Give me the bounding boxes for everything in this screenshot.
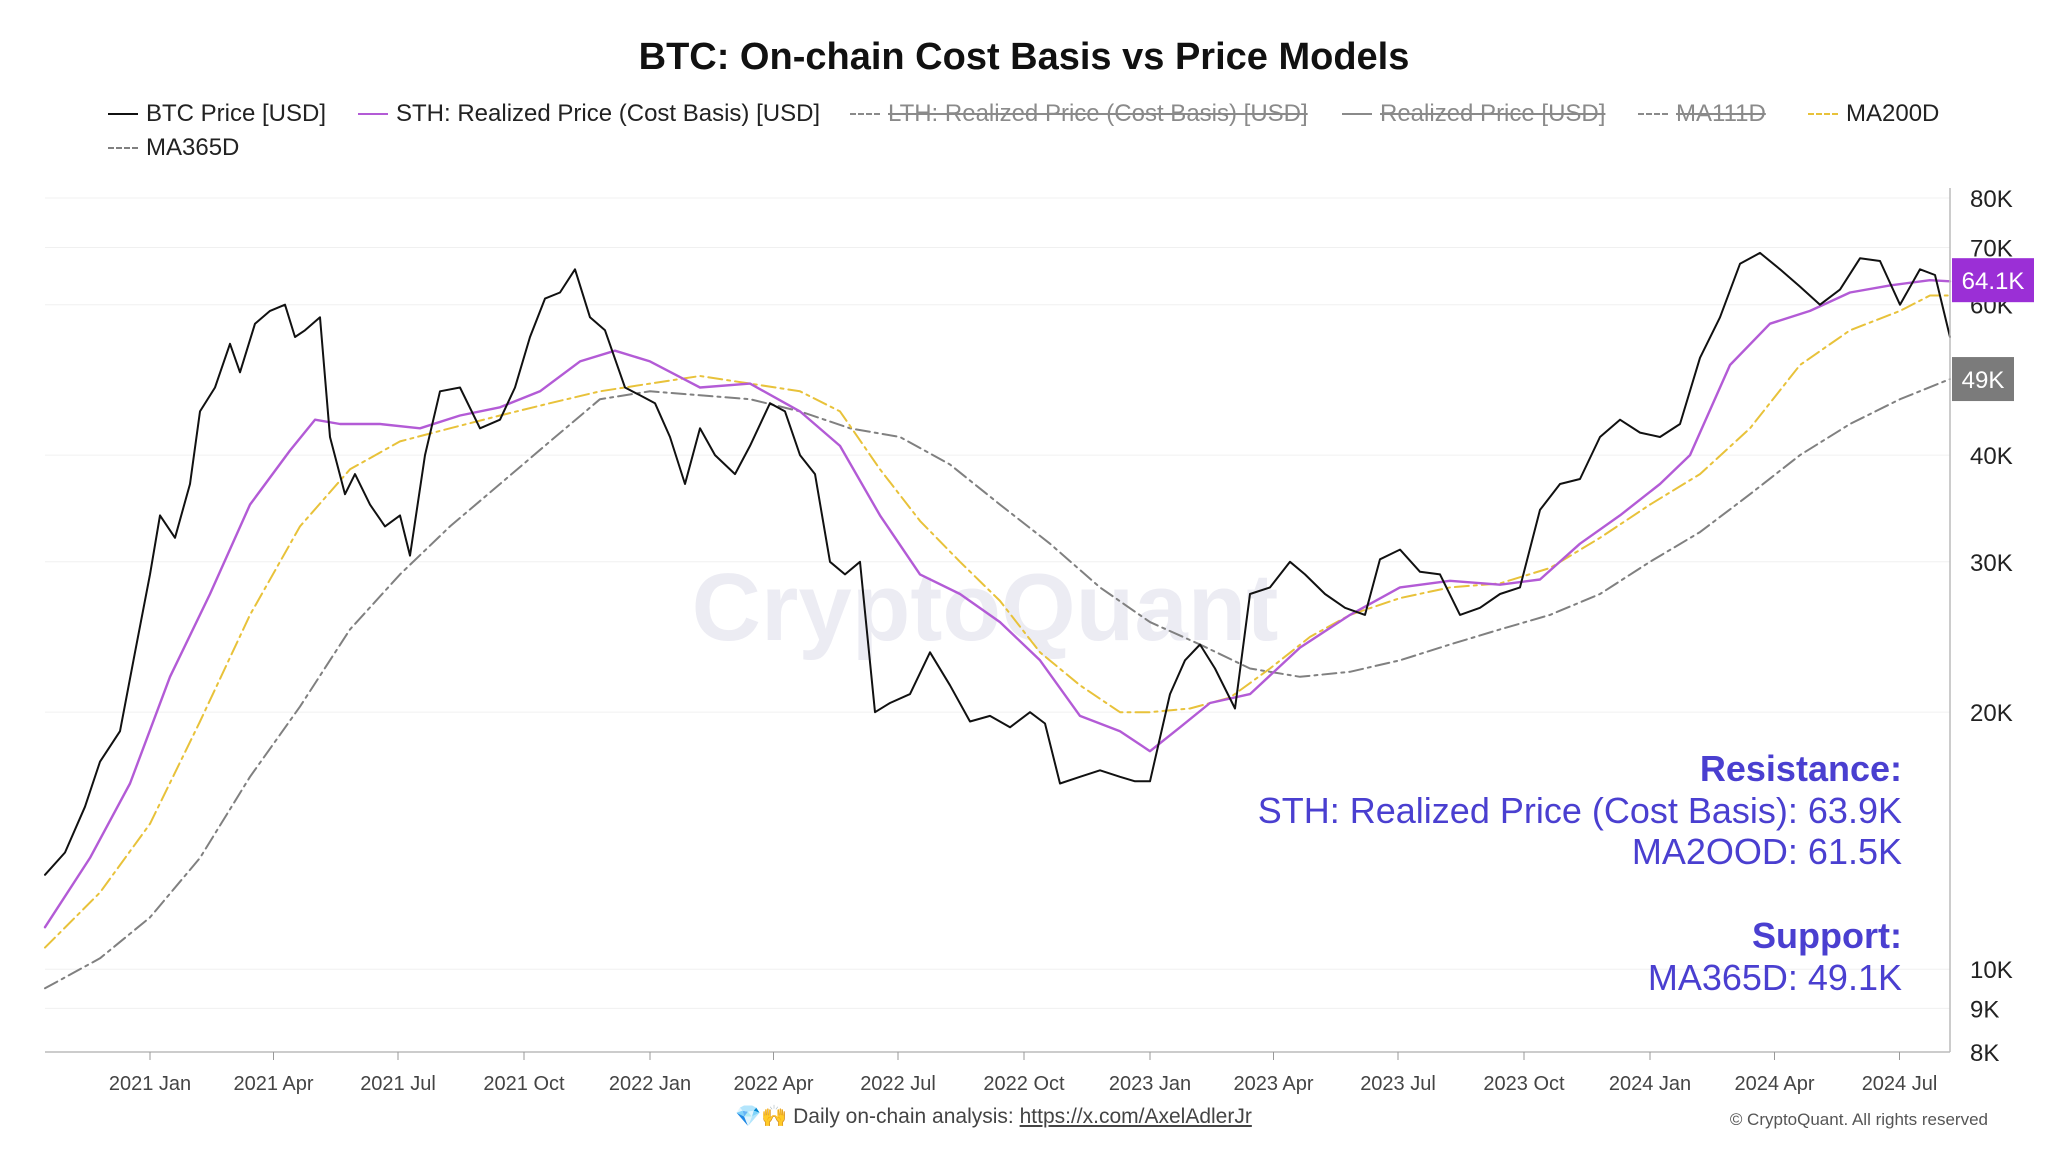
legend-item-sth-realized-price[interactable]: STH: Realized Price (Cost Basis) [USD]	[358, 100, 820, 128]
series-line-sth-realized-price-cost-basis-usd	[43, 279, 1952, 929]
x-tick-label: 2024 Jul	[1862, 1073, 1938, 1095]
legend-swatch	[358, 113, 388, 115]
price-tag-bg	[1952, 258, 2034, 303]
series-line-btc-price-usd	[44, 251, 1951, 876]
series-line-ma200d	[44, 294, 1951, 949]
legend-label: MA111D	[1676, 100, 1766, 127]
legend-swatch	[1808, 113, 1838, 115]
legend-item-realized-price[interactable]: Realized Price [USD]	[1342, 100, 1605, 128]
x-tick-label: 2024 Jan	[1609, 1073, 1691, 1095]
legend-label: BTC Price [USD]	[146, 100, 327, 127]
y-tick-label: 9K	[1970, 996, 1999, 1023]
footer-link[interactable]: https://x.com/AxelAdlerJr	[1019, 1105, 1252, 1128]
price-tag-bg	[1952, 357, 2014, 402]
legend-label: LTH: Realized Price (Cost Basis) [USD]	[888, 100, 1308, 127]
x-tick-label: 2021 Jan	[109, 1073, 191, 1095]
footer-text: Daily on-chain analysis:	[793, 1105, 1014, 1128]
series-line-ma365d	[44, 378, 1951, 990]
legend-swatch	[850, 113, 880, 115]
diamond-hands-icon: 💎🙌	[735, 1105, 788, 1128]
x-tick-label: 2021 Jul	[360, 1073, 436, 1095]
x-tick-label: 2023 Jan	[1109, 1073, 1191, 1095]
copyright: © CryptoQuant. All rights reserved	[1729, 1110, 1988, 1129]
price-tag-label: 64.1K	[1962, 268, 2025, 295]
legend-swatch	[1342, 113, 1372, 115]
legend-swatch	[108, 147, 138, 149]
y-tick-label: 8K	[1970, 1040, 1999, 1067]
legend-item-ma200d[interactable]: MA200D	[1808, 100, 1939, 128]
x-tick-label: 2024 Apr	[1734, 1073, 1814, 1095]
y-tick-label: 10K	[1970, 957, 2013, 984]
x-tick-label: 2021 Oct	[483, 1073, 565, 1095]
legend-label: STH: Realized Price (Cost Basis) [USD]	[396, 100, 821, 127]
chart-title: BTC: On-chain Cost Basis vs Price Models	[638, 36, 1410, 78]
x-tick-label: 2023 Apr	[1233, 1073, 1313, 1095]
y-tick-label: 20K	[1970, 700, 2013, 727]
x-tick-label: 2022 Apr	[733, 1073, 813, 1095]
x-tick-label: 2022 Jan	[609, 1073, 691, 1095]
y-tick-label: 30K	[1970, 550, 2013, 577]
legend-label: MA200D	[1846, 100, 1940, 127]
legend-label: Realized Price [USD]	[1380, 100, 1606, 127]
resistance-sth-label: STH: Realized Price (Cost Basis): 63.9K	[1257, 790, 1902, 831]
y-tick-label: 40K	[1970, 443, 2013, 470]
x-tick-label: 2023 Jul	[1360, 1073, 1436, 1095]
legend-item-ma111d[interactable]: MA111D	[1638, 100, 1766, 128]
resistance-title: Resistance:	[1699, 748, 1902, 789]
footer-note: 💎🙌 Daily on-chain analysis: https://x.co…	[735, 1105, 1252, 1129]
y-tick-label: 70K	[1970, 236, 2013, 263]
legend-item-btc-price[interactable]: BTC Price [USD]	[108, 100, 326, 128]
x-tick-label: 2023 Oct	[1483, 1073, 1565, 1095]
x-tick-label: 2022 Jul	[860, 1073, 936, 1095]
legend-item-ma365d[interactable]: MA365D	[108, 134, 239, 162]
y-tick-label: 80K	[1970, 186, 2013, 213]
support-title: Support:	[1752, 915, 1902, 956]
x-tick-label: 2022 Oct	[983, 1073, 1065, 1095]
legend-label: MA365D	[146, 134, 240, 161]
legend-swatch	[108, 113, 138, 115]
x-tick-label: 2021 Apr	[233, 1073, 313, 1095]
support-ma365d-label: MA365D: 49.1K	[1647, 957, 1902, 998]
watermark-text: CryptoQuant	[692, 554, 1279, 661]
legend-item-lth-realized-price[interactable]: LTH: Realized Price (Cost Basis) [USD]	[850, 100, 1308, 128]
resistance-ma200d-label: MA2OOD: 61.5K	[1631, 831, 1902, 872]
legend-swatch	[1638, 113, 1668, 115]
price-tag-label: 49K	[1962, 367, 2005, 394]
